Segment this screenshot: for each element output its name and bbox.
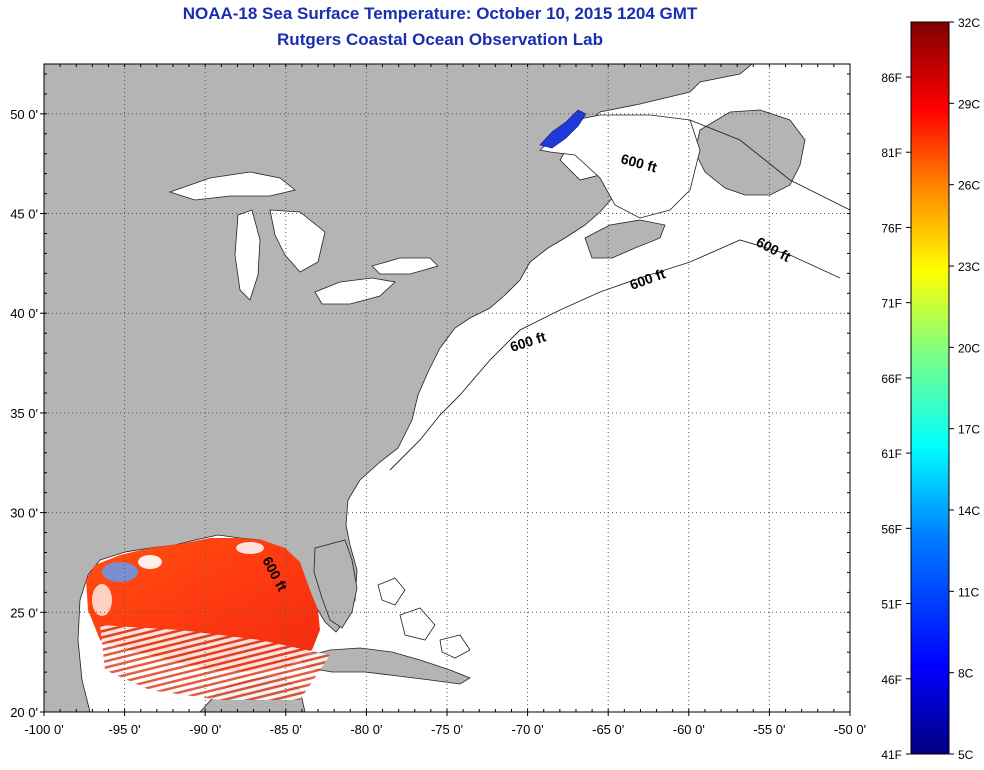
land-newfoundland [694,109,806,196]
st-lawrence-sst-patch [539,109,587,149]
colorbar-f-label: 81F [881,146,902,160]
contour-600ft-2 [689,119,850,211]
lon-tick-label: -90 0' [189,722,221,737]
colorbar-f-label: 61F [881,447,902,461]
map-title: NOAA-18 Sea Surface Temperature: October… [182,4,698,23]
colorbar-c-label: 17C [958,423,980,437]
colorbar-f-label: 76F [881,221,902,235]
lon-tick-label: -85 0' [270,722,302,737]
great-lakes [168,171,439,305]
lat-tick-label: 25 0' [10,605,38,620]
gulf-of-mexico-sst-stripes [100,625,330,700]
colorbar-c-label: 5C [958,748,974,762]
colorbar-c-label: 32C [958,16,980,30]
colorbar-f-label: 66F [881,372,902,386]
colorbar-c-label: 14C [958,504,980,518]
colorbar-f-label: 71F [881,297,902,311]
contour-600ft [389,239,841,471]
map-grid [44,64,850,712]
sst-colorbar [910,21,950,755]
colorbar-f-label: 41F [881,748,902,762]
colorbar-c-label: 26C [958,179,980,193]
lat-tick-label: 45 0' [10,207,38,222]
longitude-ticks: -100 0' -95 0' -90 0' -85 0' -80 0' -75 0' -70… [24,64,866,737]
colorbar-f-label: 56F [881,522,902,536]
lon-tick-label: -100 0' [24,722,63,737]
map-subtitle: Rutgers Coastal Ocean Observation Lab [277,30,603,49]
colorbar-labels: 32C 29C 26C 23C 20C 17C 14C 11C 8C 5C 86F 81F 76F 71F… [881,16,980,762]
lon-tick-label: -95 0' [109,722,141,737]
lat-tick-label: 50 0' [10,107,38,122]
lon-tick-label: -75 0' [431,722,463,737]
lat-tick-label: 30 0' [10,506,38,521]
lon-tick-label: -50 0' [834,722,866,737]
lat-tick-label: 35 0' [10,406,38,421]
land-nova-scotia [584,219,666,259]
lon-tick-label: -70 0' [512,722,544,737]
lon-tick-label: -65 0' [592,722,624,737]
lon-tick-label: -80 0' [350,722,382,737]
gulf-of-st-lawrence [539,114,701,219]
gulf-cold-patches [92,542,264,616]
colorbar-c-label: 11C [958,585,979,599]
colorbar-f-label: 51F [881,598,902,612]
latitude-ticks: 20 0' 25 0' 30 0' 35 0' 40 0' 45 0' 50 0' [10,73,850,720]
land-florida [313,539,358,629]
lon-tick-label: -55 0' [753,722,785,737]
colorbar-c-label: 8C [958,667,974,681]
colorbar-f-label: 46F [881,673,902,687]
colorbar-c-label: 29C [958,97,980,111]
lat-tick-label: 40 0' [10,306,38,321]
colorbar-f-label: 86F [881,71,902,85]
lat-tick-label: 20 0' [10,705,38,720]
map-layers: 600 ft 600 ft 600 ft 600 ft 600 ft [44,64,850,712]
land-cuba [299,647,471,685]
lon-tick-label: -60 0' [673,722,705,737]
colorbar-c-label: 20C [958,341,980,355]
bahamas [377,577,471,659]
colorbar-c-label: 23C [958,260,980,274]
